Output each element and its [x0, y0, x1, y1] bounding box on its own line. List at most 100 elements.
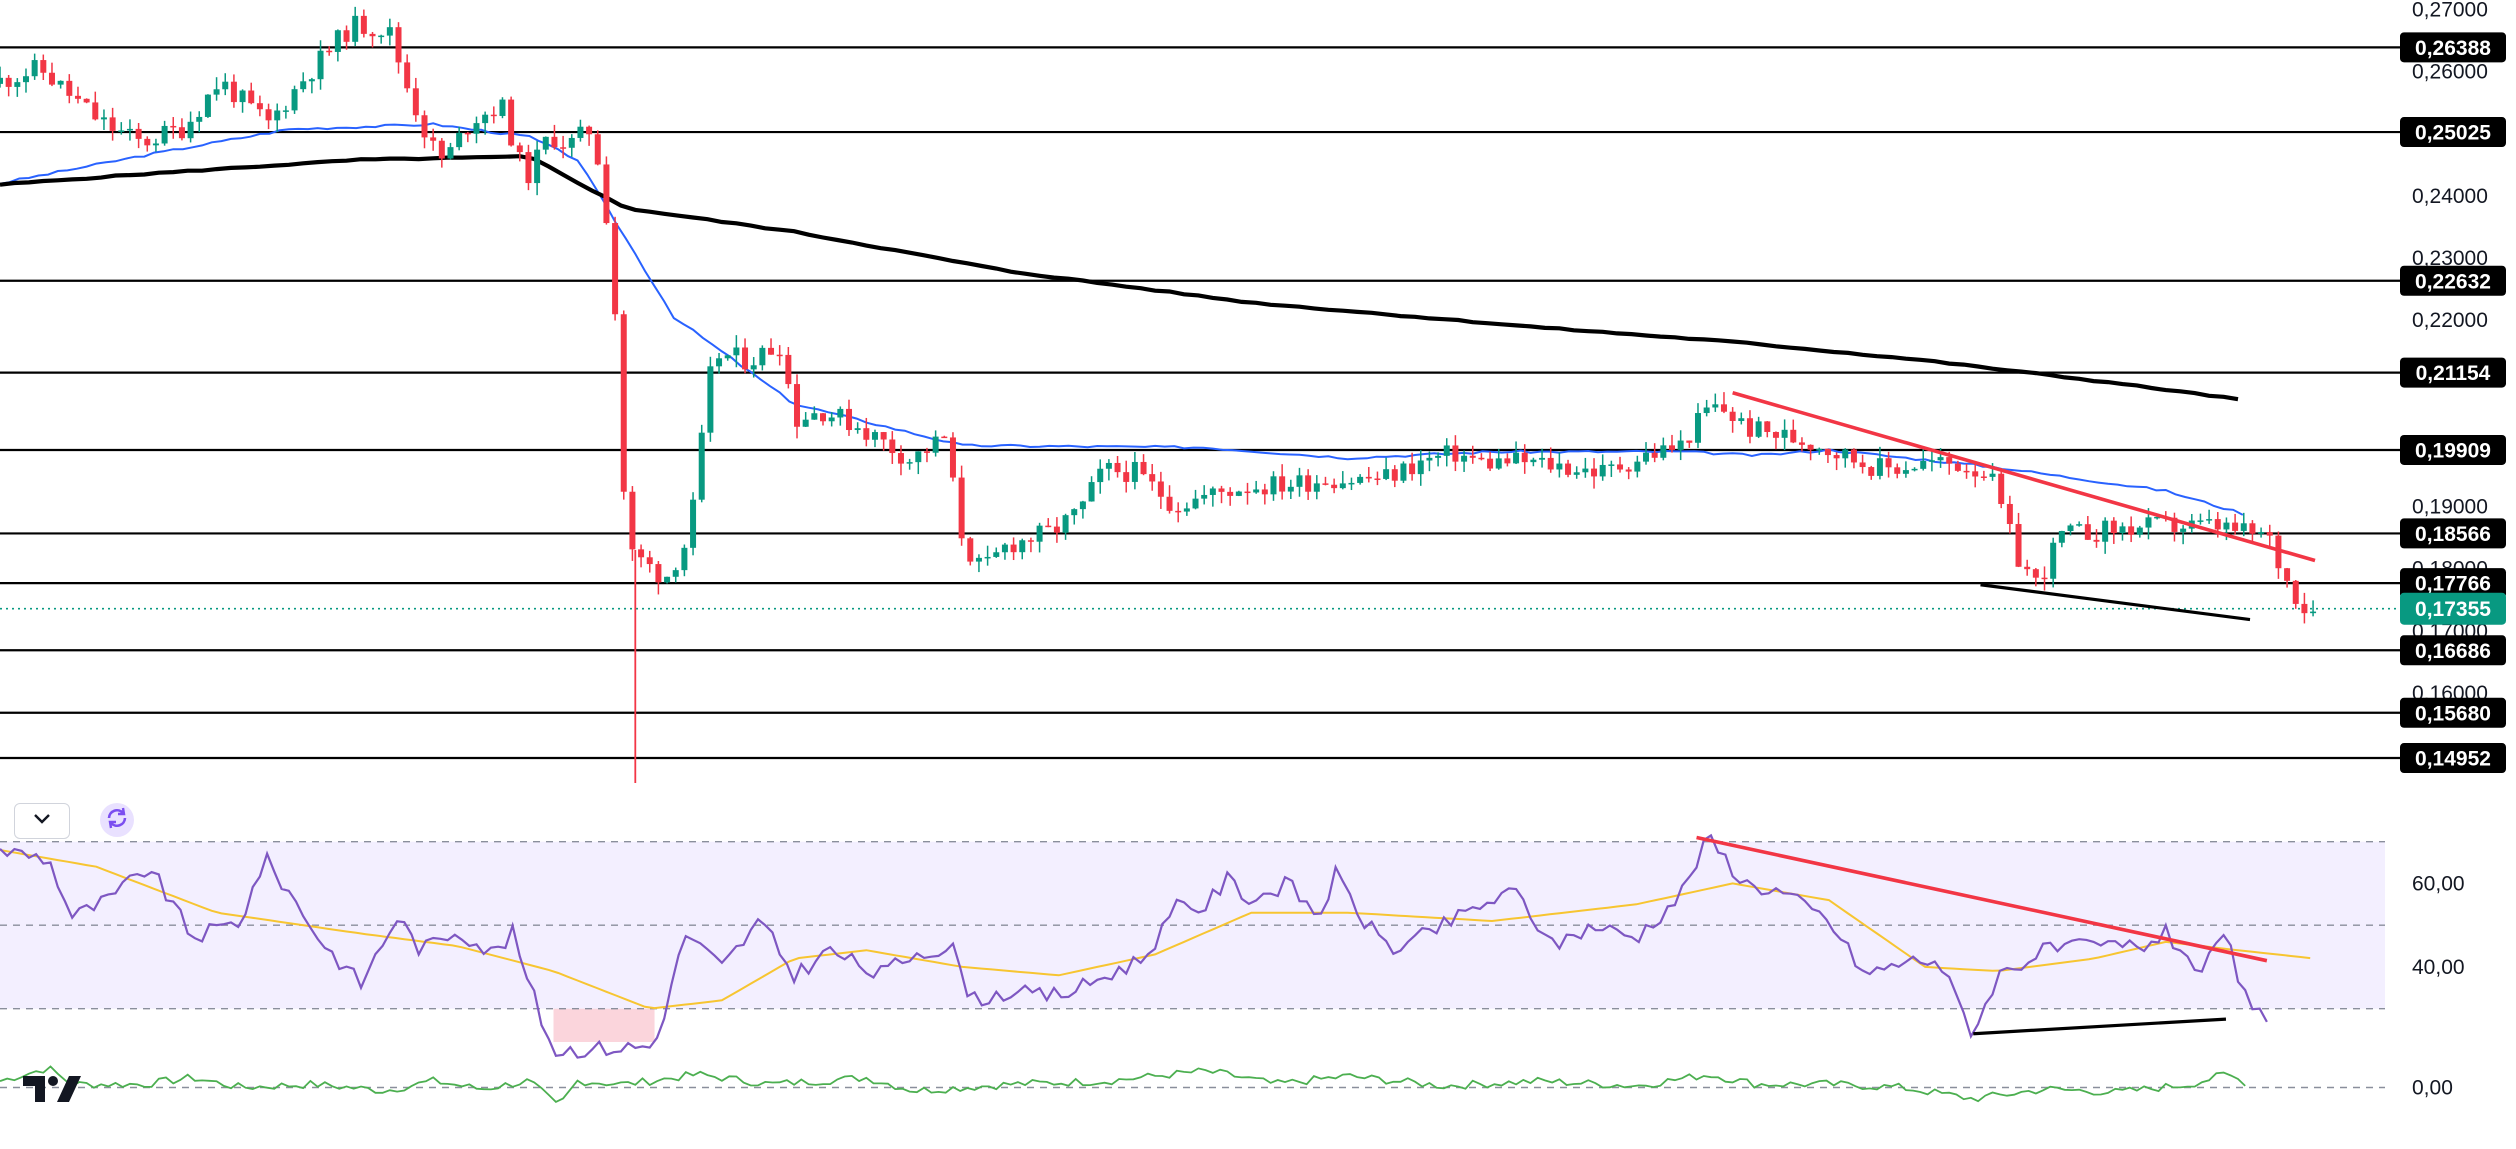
candle-body[interactable]: [707, 366, 714, 433]
candle-body[interactable]: [2067, 525, 2074, 531]
candle-body[interactable]: [334, 30, 341, 52]
candle-body[interactable]: [1175, 510, 1182, 513]
candle-body[interactable]: [629, 491, 636, 550]
candle-body[interactable]: [482, 114, 489, 124]
candle-body[interactable]: [1547, 457, 1554, 470]
candle-body[interactable]: [1227, 491, 1234, 496]
candle-body[interactable]: [837, 408, 844, 418]
candle-body[interactable]: [1001, 544, 1008, 553]
candle-body[interactable]: [135, 128, 142, 139]
candle-body[interactable]: [2266, 532, 2273, 536]
candle-body[interactable]: [1902, 470, 1909, 474]
candle-body[interactable]: [1027, 540, 1034, 542]
candle-body[interactable]: [22, 76, 29, 83]
candle-body[interactable]: [1296, 475, 1303, 487]
candle-body[interactable]: [1634, 461, 1641, 472]
candle-body[interactable]: [126, 128, 133, 131]
candle-body[interactable]: [412, 88, 419, 116]
candle-body[interactable]: [66, 80, 73, 96]
rsi-resistance-trendline[interactable]: [1696, 835, 2268, 963]
candle-body[interactable]: [1192, 498, 1199, 509]
candle-body[interactable]: [2110, 520, 2117, 534]
candle-body[interactable]: [516, 145, 523, 153]
candle-body[interactable]: [1357, 476, 1364, 483]
candle-body[interactable]: [144, 138, 151, 146]
candle-body[interactable]: [2240, 523, 2247, 531]
candle-body[interactable]: [1643, 452, 1650, 462]
candle-body[interactable]: [586, 126, 593, 135]
candle-body[interactable]: [1279, 476, 1286, 492]
candle-body[interactable]: [802, 419, 809, 427]
candle-body[interactable]: [854, 428, 861, 431]
candle-body[interactable]: [1513, 452, 1520, 464]
candle-body[interactable]: [1157, 481, 1164, 497]
candle-body[interactable]: [664, 576, 671, 583]
candle-body[interactable]: [404, 62, 411, 89]
candle-body[interactable]: [655, 564, 662, 583]
candle-body[interactable]: [2223, 522, 2230, 530]
candle-body[interactable]: [1781, 429, 1788, 438]
candle-body[interactable]: [1937, 457, 1944, 461]
candle-body[interactable]: [2154, 516, 2161, 519]
candle-body[interactable]: [2015, 524, 2022, 567]
candle-body[interactable]: [100, 117, 107, 120]
candle-body[interactable]: [2041, 577, 2048, 580]
candle-body[interactable]: [1608, 464, 1615, 466]
candle-body[interactable]: [2171, 517, 2178, 532]
candle-body[interactable]: [222, 81, 229, 90]
candle-body[interactable]: [499, 99, 506, 116]
candle-body[interactable]: [473, 123, 480, 134]
candle-body[interactable]: [2119, 526, 2126, 534]
candle-body[interactable]: [2032, 569, 2039, 578]
candle-body[interactable]: [1053, 526, 1060, 533]
candle-body[interactable]: [92, 102, 99, 120]
candle-body[interactable]: [1452, 445, 1459, 462]
candle-body[interactable]: [1079, 501, 1086, 510]
price-support-trendline[interactable]: [1980, 583, 2251, 622]
candle-body[interactable]: [967, 538, 974, 562]
candle-body[interactable]: [1772, 431, 1779, 438]
candle-body[interactable]: [1201, 494, 1208, 499]
candle-body[interactable]: [560, 147, 567, 149]
candle-body[interactable]: [1738, 418, 1745, 421]
candle-body[interactable]: [1980, 476, 1987, 478]
candle-body[interactable]: [2050, 542, 2057, 579]
candle-body[interactable]: [438, 140, 445, 159]
candle-body[interactable]: [1426, 457, 1433, 461]
candle-body[interactable]: [1331, 484, 1338, 489]
candle-body[interactable]: [1842, 449, 1849, 459]
candle-body[interactable]: [525, 152, 532, 184]
candle-body[interactable]: [993, 552, 1000, 557]
candle-body[interactable]: [5, 77, 12, 87]
candle-body[interactable]: [906, 462, 913, 464]
candle-body[interactable]: [1365, 476, 1372, 479]
candle-body[interactable]: [2258, 532, 2265, 534]
candle-body[interactable]: [1876, 458, 1883, 476]
candle-body[interactable]: [1668, 445, 1675, 450]
candle-body[interactable]: [1928, 460, 1935, 462]
candle-body[interactable]: [1807, 444, 1814, 450]
candle-body[interactable]: [83, 98, 90, 103]
candle-body[interactable]: [14, 82, 21, 87]
candle-body[interactable]: [1582, 468, 1589, 473]
candle-body[interactable]: [2102, 520, 2109, 542]
candle-body[interactable]: [759, 347, 766, 366]
candle-body[interactable]: [1764, 421, 1771, 432]
candle-body[interactable]: [1097, 468, 1104, 483]
candle-body[interactable]: [1539, 457, 1546, 460]
candle-body[interactable]: [1400, 463, 1407, 481]
candle-body[interactable]: [178, 127, 185, 139]
candle-body[interactable]: [1322, 483, 1329, 485]
candle-body[interactable]: [2275, 535, 2282, 569]
candle-body[interactable]: [308, 79, 315, 82]
candle-body[interactable]: [1461, 455, 1468, 462]
candle-body[interactable]: [326, 50, 333, 53]
candle-body[interactable]: [1694, 413, 1701, 443]
candle-body[interactable]: [2128, 526, 2135, 535]
candle-body[interactable]: [794, 384, 801, 427]
candle-body[interactable]: [265, 109, 272, 121]
candle-body[interactable]: [57, 80, 64, 85]
candle-body[interactable]: [1374, 478, 1381, 480]
candle-body[interactable]: [352, 15, 359, 42]
candle-body[interactable]: [1253, 489, 1260, 493]
